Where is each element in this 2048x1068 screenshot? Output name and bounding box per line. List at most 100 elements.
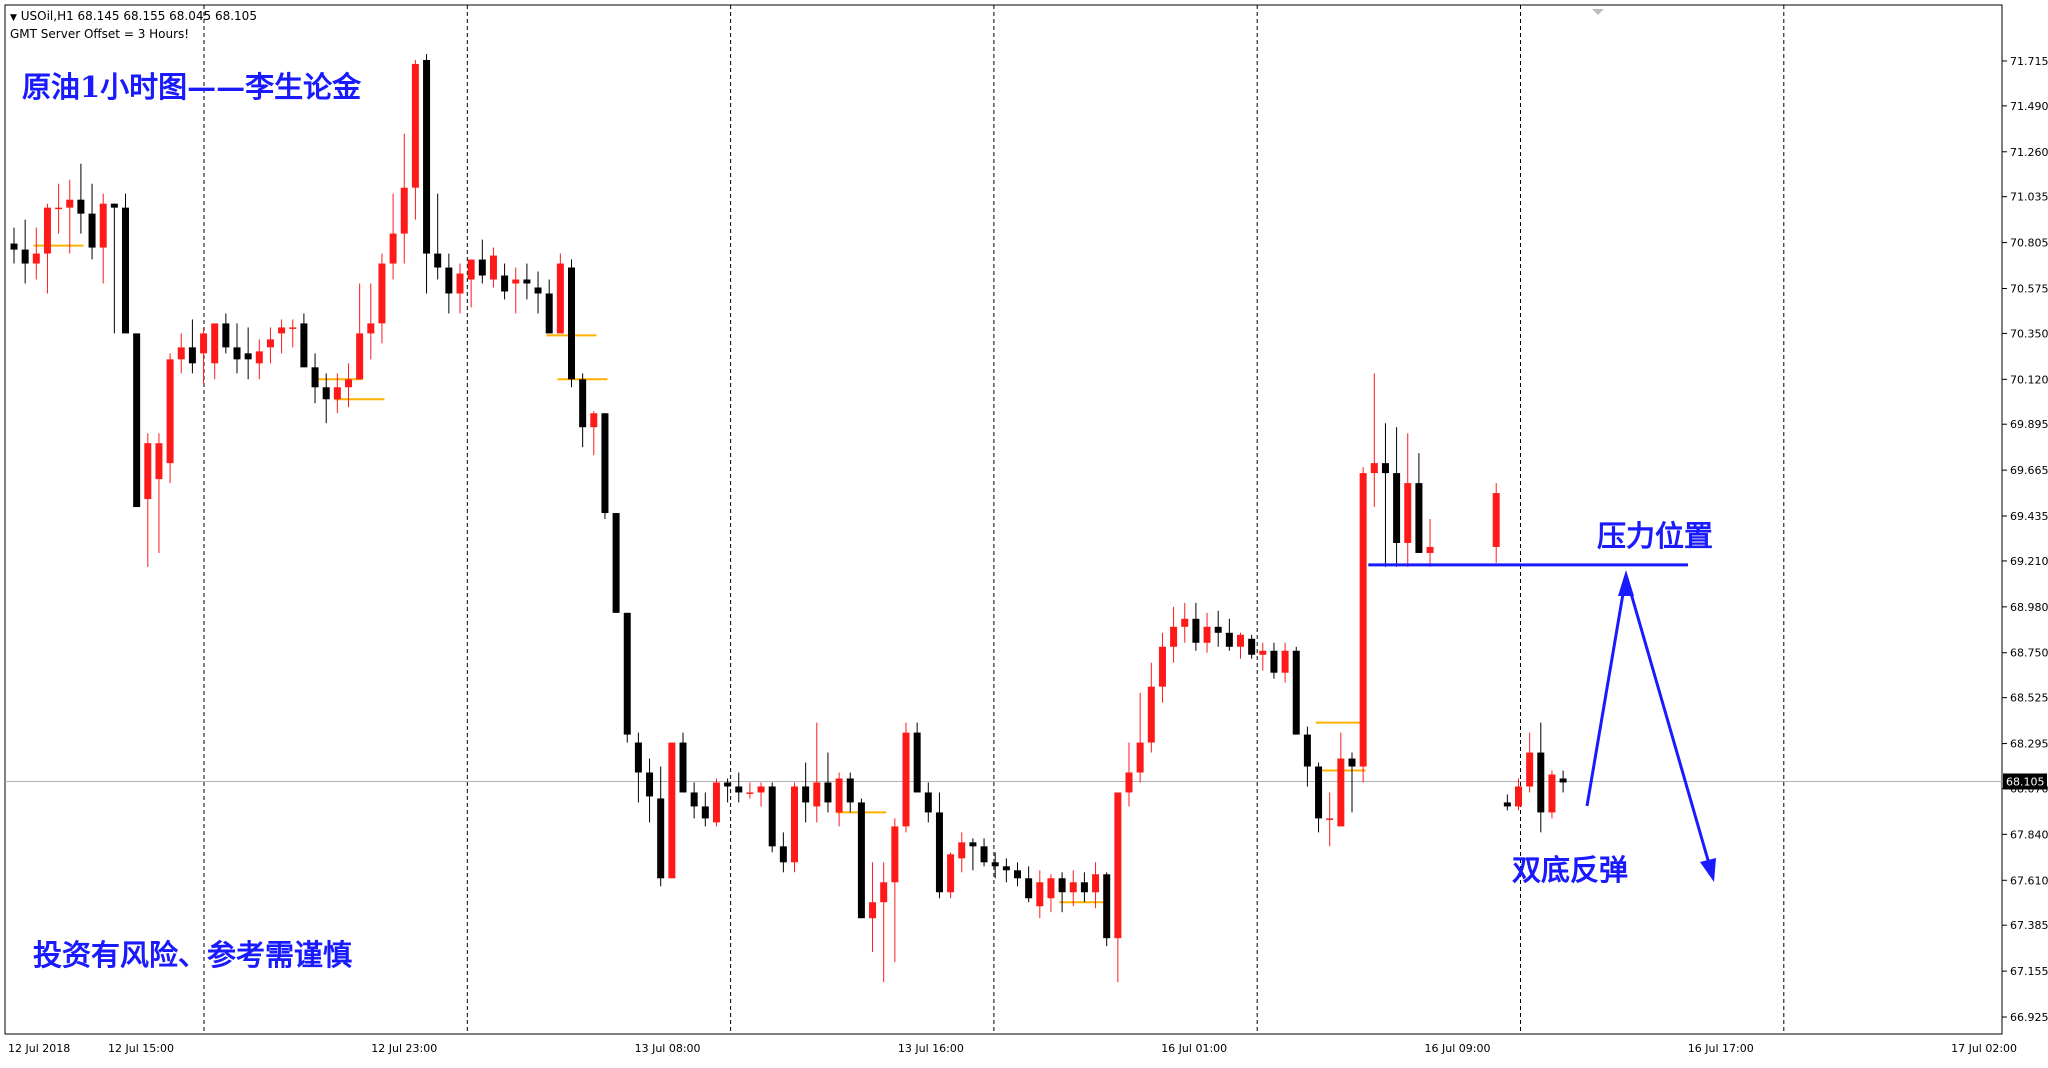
candle-body (913, 732, 921, 793)
candle-body (467, 259, 475, 280)
candle-body (1170, 626, 1178, 647)
candle-body (1415, 483, 1423, 553)
time-tick-label: 16 Jul 01:00 (1161, 1042, 1227, 1055)
candle (1092, 862, 1100, 909)
candle-body (155, 443, 163, 480)
candle-body (735, 786, 743, 793)
candle (10, 227, 18, 264)
candle (289, 319, 297, 348)
candle-body (1515, 786, 1522, 807)
candle-body (333, 387, 341, 400)
candle (1014, 862, 1021, 887)
candle-body (1426, 546, 1434, 553)
candle-body (300, 323, 308, 368)
candle (356, 283, 364, 380)
candle-body (1404, 483, 1412, 543)
candle (1047, 874, 1055, 913)
candle-body (1092, 874, 1100, 893)
candle (1393, 427, 1401, 567)
time-tick-label: 12 Jul 15:00 (108, 1042, 174, 1055)
candle-body (846, 778, 854, 803)
candle-body (1303, 734, 1311, 767)
candle (166, 353, 174, 484)
candle (1025, 866, 1033, 903)
candle-body (701, 806, 709, 819)
candle (1337, 732, 1345, 827)
candle (1002, 858, 1010, 883)
candle-body (668, 742, 676, 879)
candle (757, 782, 765, 807)
candle-body (947, 854, 955, 893)
candle (690, 782, 698, 819)
candle-body (378, 263, 386, 324)
time-tick-label: 12 Jul 2018 (8, 1042, 70, 1055)
candle-body (556, 263, 564, 334)
candle-body (1370, 463, 1378, 474)
candle (233, 323, 241, 374)
annotation-overlay (1368, 9, 1716, 882)
candle (568, 259, 575, 388)
candle (177, 333, 185, 374)
candle-body (133, 333, 141, 508)
candle-body (1270, 650, 1278, 673)
candle (501, 263, 509, 300)
candle-body (278, 327, 286, 334)
price-tick-label: 69.895 (2010, 418, 2048, 431)
candle (1426, 519, 1434, 567)
candle (869, 862, 877, 953)
candle-body (1381, 463, 1389, 474)
candle-body (1125, 772, 1133, 793)
candle (1259, 642, 1267, 671)
candle-body (1214, 626, 1222, 633)
candle (1503, 794, 1511, 811)
time-tick-label: 17 Jul 02:00 (1951, 1042, 2017, 1055)
candle (77, 163, 85, 234)
candle (1103, 872, 1111, 947)
candle (601, 413, 609, 520)
candle-body (712, 782, 720, 823)
candle-body (122, 207, 129, 334)
price-tick-label: 66.925 (2010, 1011, 2048, 1024)
candle (21, 219, 29, 284)
candle (791, 782, 798, 873)
candle (1192, 602, 1200, 651)
candle (646, 758, 654, 823)
price-tick-label: 68.750 (2010, 647, 2048, 660)
candle-body (958, 842, 966, 859)
candle-body (746, 792, 754, 794)
candle-body (1281, 650, 1289, 673)
candle (768, 782, 776, 853)
candle (1114, 792, 1122, 983)
candle-body (43, 207, 51, 254)
candle (891, 818, 899, 963)
candle-body (166, 359, 174, 464)
candle-body (489, 255, 497, 280)
price-tick-label: 70.350 (2010, 327, 2048, 340)
candle-body (66, 199, 74, 208)
candle-body (824, 782, 832, 803)
symbol-quote: USOil,H1 68.145 68.155 68.045 68.105 (20, 9, 257, 23)
arrow-head-down-icon (1700, 858, 1716, 882)
candle-body (1326, 818, 1334, 820)
candle (322, 373, 330, 424)
resistance-annotation: 压力位置 (1597, 519, 1714, 553)
candle (724, 778, 732, 803)
price-tick-label: 67.610 (2010, 874, 2048, 887)
candle-body (1203, 626, 1211, 643)
candle (1248, 634, 1256, 659)
price-tick-label: 67.385 (2010, 919, 2048, 932)
candle-body (456, 273, 464, 294)
candle (1415, 453, 1423, 553)
candle (144, 433, 152, 567)
candle (222, 313, 230, 354)
price-tick-label: 69.210 (2010, 555, 2048, 568)
candle-body (411, 63, 419, 188)
collapse-arrow-icon[interactable]: ▼ (10, 13, 17, 23)
candle (434, 193, 442, 280)
candle (278, 319, 286, 354)
candle (857, 798, 865, 919)
candle (367, 283, 375, 360)
candle-body (88, 213, 96, 248)
candle (400, 133, 408, 264)
